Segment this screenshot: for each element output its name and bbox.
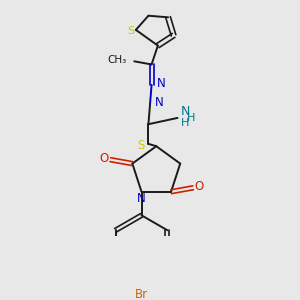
Text: N: N <box>137 191 146 205</box>
Text: S: S <box>137 139 144 152</box>
Text: N: N <box>157 77 165 90</box>
Text: H: H <box>187 113 195 123</box>
Text: CH₃: CH₃ <box>107 55 126 65</box>
Text: N: N <box>155 97 164 110</box>
Text: S: S <box>127 26 134 36</box>
Text: Br: Br <box>135 288 148 300</box>
Text: O: O <box>99 152 109 165</box>
Text: H: H <box>181 118 189 128</box>
Text: N: N <box>181 105 190 118</box>
Text: O: O <box>195 180 204 193</box>
